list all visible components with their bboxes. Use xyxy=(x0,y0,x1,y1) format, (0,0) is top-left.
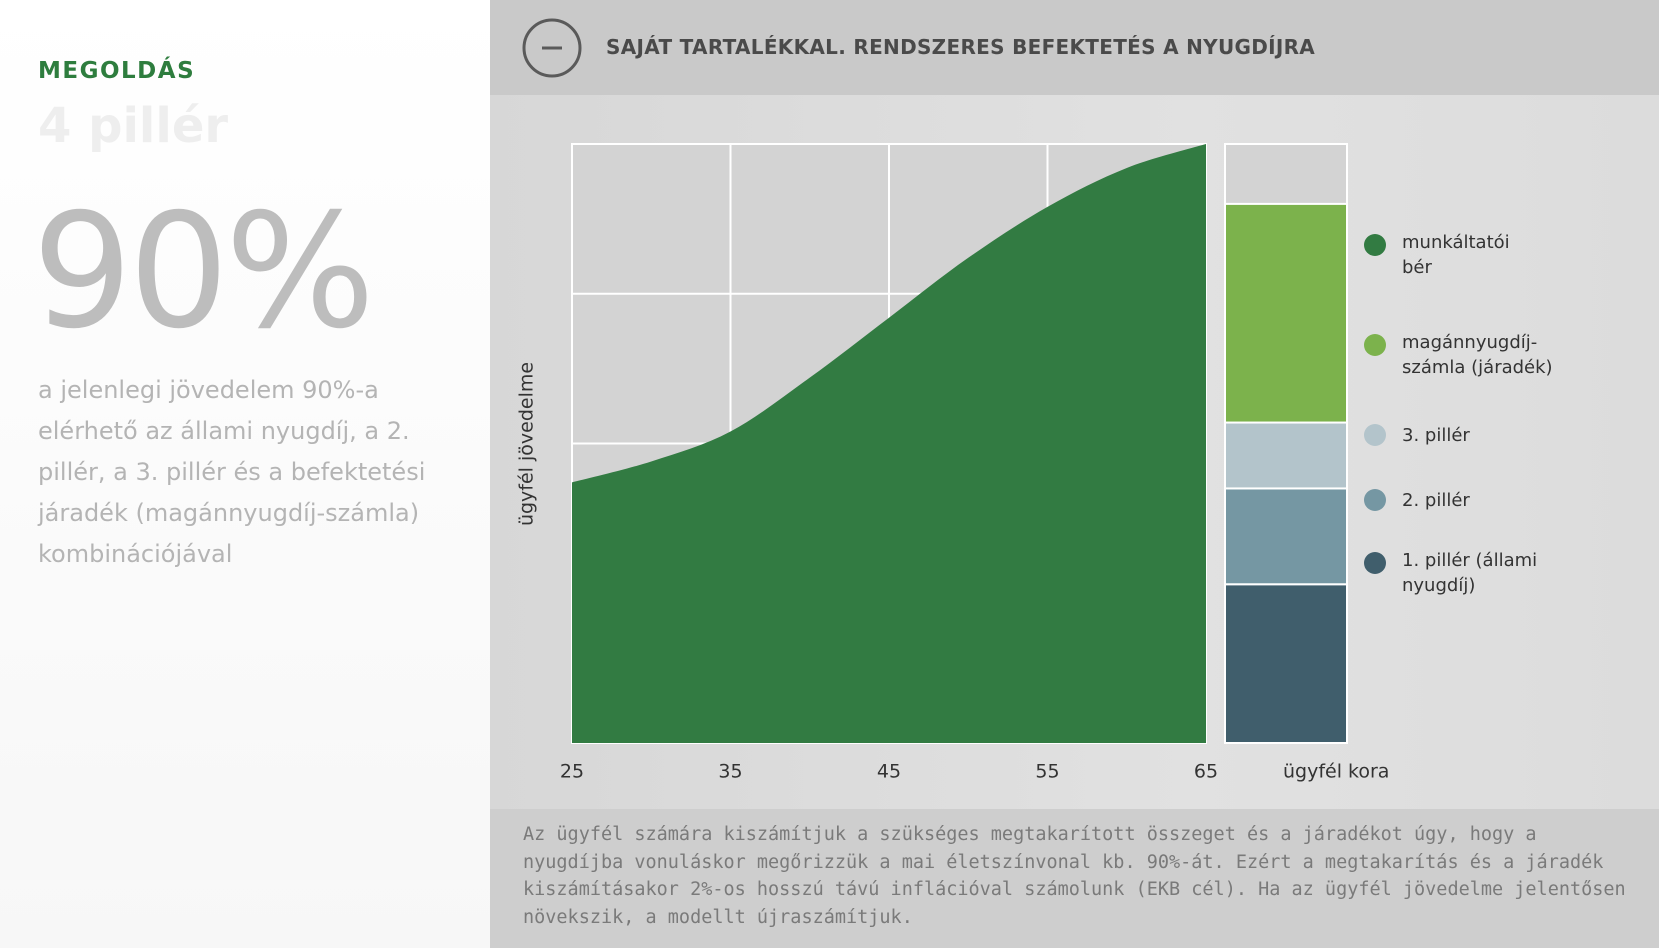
legend-marker xyxy=(1364,424,1386,446)
legend-label: munkáltatói bér xyxy=(1402,232,1510,278)
header: SAJÁT TARTALÉKKAL. RENDSZERES BEFEKTETÉS… xyxy=(490,0,1659,95)
legend-marker xyxy=(1364,234,1386,256)
footer-text: Az ügyfél számára kiszámítjuk a szüksége… xyxy=(523,824,1626,928)
sidebar: MEGOLDÁS 4 pillér 90% a jelenlegi jövede… xyxy=(0,0,490,948)
header-title: SAJÁT TARTALÉKKAL. RENDSZERES BEFEKTETÉS… xyxy=(606,35,1316,59)
x-tick-label: 55 xyxy=(1035,761,1059,783)
chart: 25 35 45 55 65 ügyfél kora ügyfél jövedelme xyxy=(516,143,1389,783)
bar-segment xyxy=(1224,487,1348,586)
section-heading: 4 pillér xyxy=(38,98,229,154)
legend-label: 3. pillér xyxy=(1402,424,1470,446)
collapse-icon[interactable] xyxy=(490,0,610,95)
legend-marker xyxy=(1364,489,1386,511)
x-axis-label: ügyfél kora xyxy=(1283,761,1389,783)
big-number: 90% xyxy=(32,180,375,364)
x-tick-label: 25 xyxy=(560,761,584,783)
legend-marker xyxy=(1364,552,1386,574)
legend-label: magánnyugdíj-számla (járadék) xyxy=(1402,332,1553,378)
area xyxy=(572,144,1206,743)
y-axis-label: ügyfél jövedelme xyxy=(516,362,538,526)
bar-segment xyxy=(1224,583,1348,745)
icon-circle xyxy=(522,18,582,78)
x-tick-label: 65 xyxy=(1194,761,1218,783)
bar-segment xyxy=(1224,421,1348,490)
footer: Az ügyfél számára kiszámítjuk a szüksége… xyxy=(490,809,1659,948)
description: a jelenlegi jövedelem 90%-a elérhető az … xyxy=(38,376,426,568)
x-tick-label: 45 xyxy=(877,761,901,783)
legend-label: 1. pillér (állami nyugdíj) xyxy=(1402,550,1538,596)
section-label: MEGOLDÁS xyxy=(38,58,196,84)
bar-segment xyxy=(1224,202,1348,424)
main-panel: SAJÁT TARTALÉKKAL. RENDSZERES BEFEKTETÉS… xyxy=(490,0,1659,948)
legend-label: 2. pillér xyxy=(1402,489,1470,511)
x-tick-label: 35 xyxy=(718,761,742,783)
legend-marker xyxy=(1364,334,1386,356)
